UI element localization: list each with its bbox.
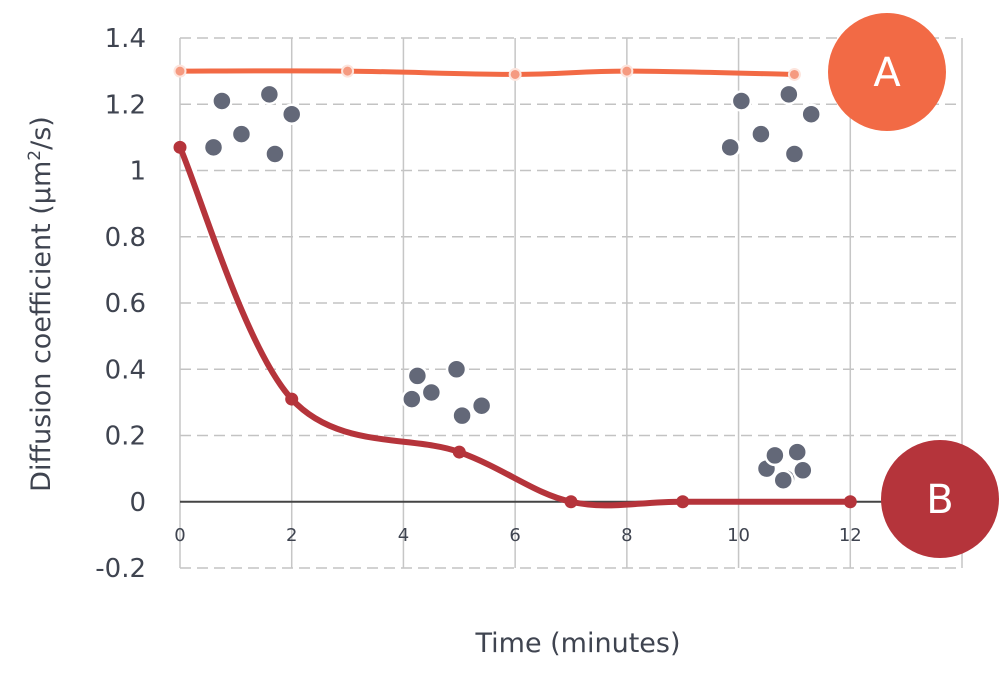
grid [179, 37, 963, 569]
x-axis-title: Time (minutes) [474, 628, 680, 659]
particle [211, 90, 233, 112]
particle [406, 365, 429, 387]
data-point-B [452, 445, 466, 459]
particle [401, 388, 423, 410]
particle [445, 358, 468, 380]
series-badge-label: B [926, 477, 953, 523]
data-point-B [285, 392, 299, 406]
particle [778, 83, 800, 106]
particle [258, 83, 281, 106]
data-point-A [341, 64, 355, 78]
particle [230, 123, 253, 145]
y-tick-label: 0.2 [105, 422, 146, 452]
x-tick-label: 4 [398, 525, 409, 546]
particle [800, 103, 822, 125]
x-tick-label: 12 [839, 525, 862, 546]
data-point-A [173, 64, 187, 78]
series-badges: AB [828, 13, 999, 558]
particle [792, 459, 814, 482]
particle [786, 441, 808, 463]
series-line-A [177, 68, 797, 77]
particle [783, 143, 806, 165]
x-tick-label: 2 [286, 525, 297, 546]
data-point-B [843, 495, 857, 509]
y-axis-title: Diffusion coefficient (μm2/s) [25, 116, 57, 492]
x-tick-label: 10 [727, 525, 750, 546]
data-point-A [620, 64, 634, 78]
x-tick-label: 0 [174, 525, 185, 546]
x-tick-label: 8 [621, 525, 632, 546]
y-tick-label: 0.6 [105, 289, 146, 319]
x-tick-label: 6 [509, 525, 520, 546]
data-point-A [508, 67, 522, 81]
data-point-B [173, 140, 187, 154]
y-tick-label: 1.4 [105, 24, 146, 54]
data-point-B [564, 495, 578, 509]
particle [772, 469, 795, 491]
particle [420, 381, 443, 404]
particle [719, 136, 741, 159]
data-point-A [787, 67, 801, 81]
particle [470, 394, 493, 417]
series-line-B [177, 144, 854, 509]
series-badge-label: A [873, 50, 901, 96]
particle [280, 103, 303, 125]
particle-clusters [202, 83, 822, 491]
y-axis-ticks: -0.2 0 0.2 0.4 0.6 0.8 1 1.2 1.4 [95, 24, 146, 584]
particle [451, 404, 473, 427]
particle [202, 136, 225, 159]
particle [730, 90, 753, 112]
x-axis-ticks: 0 2 4 6 8 10 12 [174, 525, 861, 546]
series-badge-B [881, 440, 999, 558]
y-tick-label: 0 [129, 488, 146, 518]
series-group [173, 64, 857, 509]
particle [750, 123, 772, 145]
particle [264, 143, 286, 165]
y-tick-label: 0.4 [105, 355, 146, 385]
series-badge-A [828, 13, 946, 131]
y-tick-label: 1 [129, 157, 146, 187]
y-tick-label: -0.2 [95, 554, 146, 584]
data-point-B [676, 495, 690, 509]
y-tick-label: 1.2 [105, 90, 146, 120]
particle [764, 444, 786, 467]
y-tick-label: 0.8 [105, 223, 146, 253]
